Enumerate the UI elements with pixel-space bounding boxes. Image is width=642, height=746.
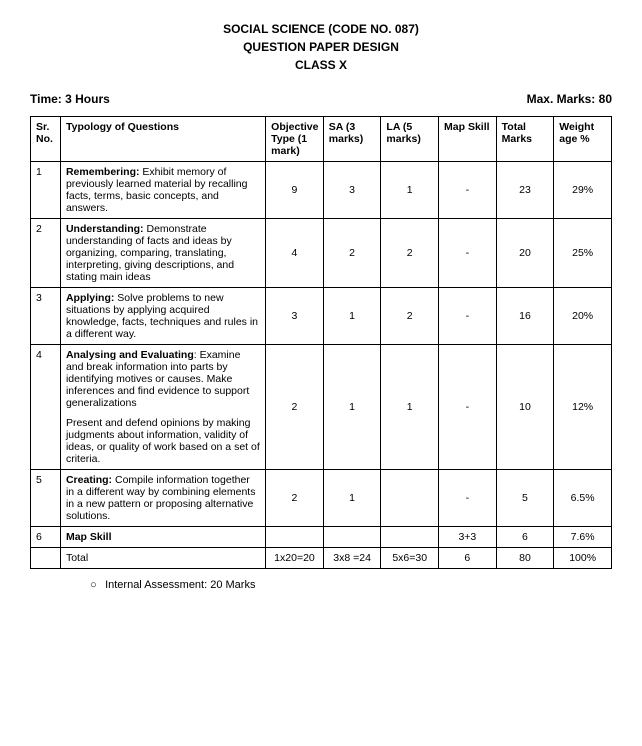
- cell-typology: Understanding: Demonstrate understanding…: [60, 219, 265, 288]
- cell-map: -: [439, 345, 497, 470]
- cell-weight: 6.5%: [554, 470, 612, 527]
- typology-lead: Map Skill: [66, 531, 112, 543]
- col-sa: SA (3 marks): [323, 117, 381, 162]
- cell-sr: [31, 548, 61, 569]
- meta-row: Time: 3 Hours Max. Marks: 80: [30, 92, 612, 106]
- cell-total-map: 6: [439, 548, 497, 569]
- cell-sr: 1: [31, 162, 61, 219]
- cell-total: 6: [496, 527, 554, 548]
- cell-total-label: Total: [60, 548, 265, 569]
- cell-obj: [266, 527, 324, 548]
- cell-weight: 20%: [554, 288, 612, 345]
- cell-map: 3+3: [439, 527, 497, 548]
- cell-sa: 3: [323, 162, 381, 219]
- typology-lead: Analysing and Evaluating: [66, 349, 194, 361]
- typology-lead: Remembering:: [66, 166, 140, 178]
- col-map: Map Skill: [439, 117, 497, 162]
- time-label: Time: 3 Hours: [30, 92, 110, 106]
- col-typology: Typology of Questions: [60, 117, 265, 162]
- cell-map: -: [439, 219, 497, 288]
- table-header-row: Sr. No. Typology of Questions Objective …: [31, 117, 612, 162]
- max-marks-label: Max. Marks: 80: [527, 92, 612, 106]
- question-paper-table: Sr. No. Typology of Questions Objective …: [30, 116, 612, 569]
- cell-la: 2: [381, 219, 439, 288]
- bullet-icon: ○: [90, 579, 102, 591]
- cell-weight: 29%: [554, 162, 612, 219]
- cell-typology: Map Skill: [60, 527, 265, 548]
- cell-la: [381, 470, 439, 527]
- cell-weight: 25%: [554, 219, 612, 288]
- col-weight: Weight age %: [554, 117, 612, 162]
- cell-typology: Analysing and Evaluating: Examine and br…: [60, 345, 265, 470]
- cell-sr: 4: [31, 345, 61, 470]
- table-total-row: Total1x20=203x8 =245x6=30680100%: [31, 548, 612, 569]
- cell-typology: Remembering: Exhibit memory of previousl…: [60, 162, 265, 219]
- typology-body-2: Present and defend opinions by making ju…: [66, 417, 260, 465]
- cell-total-weight: 100%: [554, 548, 612, 569]
- cell-map: -: [439, 470, 497, 527]
- table-row: 6Map Skill3+367.6%: [31, 527, 612, 548]
- cell-total: 5: [496, 470, 554, 527]
- cell-total-total: 80: [496, 548, 554, 569]
- cell-sr: 2: [31, 219, 61, 288]
- cell-sa: [323, 527, 381, 548]
- cell-total: 16: [496, 288, 554, 345]
- cell-map: -: [439, 288, 497, 345]
- cell-total: 23: [496, 162, 554, 219]
- cell-typology: Applying: Solve problems to new situatio…: [60, 288, 265, 345]
- cell-sa: 1: [323, 470, 381, 527]
- title-line-3: CLASS X: [30, 56, 612, 74]
- table-row: 5Creating: Compile information together …: [31, 470, 612, 527]
- typology-lead: Creating:: [66, 474, 112, 486]
- col-objective: Objective Type (1 mark): [266, 117, 324, 162]
- cell-total-sa: 3x8 =24: [323, 548, 381, 569]
- cell-la: 1: [381, 345, 439, 470]
- cell-weight: 7.6%: [554, 527, 612, 548]
- cell-sr: 6: [31, 527, 61, 548]
- typology-lead: Understanding:: [66, 223, 144, 235]
- cell-sr: 5: [31, 470, 61, 527]
- title-line-1: SOCIAL SCIENCE (CODE NO. 087): [30, 20, 612, 38]
- cell-obj: 2: [266, 470, 324, 527]
- footer-note: ○ Internal Assessment: 20 Marks: [90, 579, 612, 591]
- cell-la: 1: [381, 162, 439, 219]
- table-row: 3Applying: Solve problems to new situati…: [31, 288, 612, 345]
- cell-obj: 2: [266, 345, 324, 470]
- cell-sa: 2: [323, 219, 381, 288]
- cell-obj: 3: [266, 288, 324, 345]
- cell-map: -: [439, 162, 497, 219]
- cell-total-obj: 1x20=20: [266, 548, 324, 569]
- cell-obj: 9: [266, 162, 324, 219]
- table-row: 4Analysing and Evaluating: Examine and b…: [31, 345, 612, 470]
- cell-obj: 4: [266, 219, 324, 288]
- title-line-2: QUESTION PAPER DESIGN: [30, 38, 612, 56]
- cell-total: 10: [496, 345, 554, 470]
- cell-total-la: 5x6=30: [381, 548, 439, 569]
- cell-total: 20: [496, 219, 554, 288]
- col-sr: Sr. No.: [31, 117, 61, 162]
- cell-la: 2: [381, 288, 439, 345]
- table-row: 1Remembering: Exhibit memory of previous…: [31, 162, 612, 219]
- cell-sa: 1: [323, 288, 381, 345]
- table-row: 2Understanding: Demonstrate understandin…: [31, 219, 612, 288]
- cell-la: [381, 527, 439, 548]
- col-total: Total Marks: [496, 117, 554, 162]
- cell-sr: 3: [31, 288, 61, 345]
- title-block: SOCIAL SCIENCE (CODE NO. 087) QUESTION P…: [30, 20, 612, 74]
- cell-sa: 1: [323, 345, 381, 470]
- cell-typology: Creating: Compile information together i…: [60, 470, 265, 527]
- cell-weight: 12%: [554, 345, 612, 470]
- typology-lead: Applying:: [66, 292, 114, 304]
- col-la: LA (5 marks): [381, 117, 439, 162]
- footer-text: Internal Assessment: 20 Marks: [105, 579, 255, 591]
